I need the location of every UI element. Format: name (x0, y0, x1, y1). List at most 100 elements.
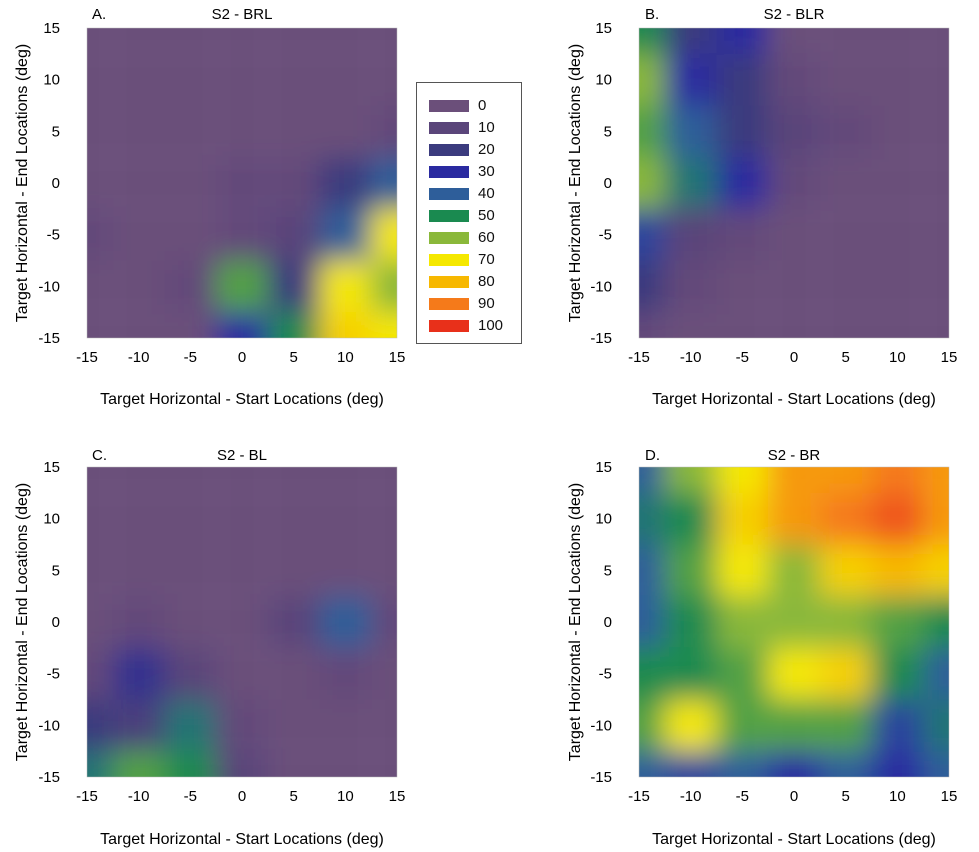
heat-cell (923, 492, 949, 545)
heat-cell (768, 260, 820, 313)
heat-cell (871, 208, 924, 261)
heat-cell (216, 492, 268, 545)
y-tick-label: -15 (38, 330, 60, 347)
heat-cell (87, 544, 113, 597)
legend-label: 40 (478, 185, 495, 202)
heat-cell (319, 596, 372, 648)
x-tick-label: 10 (337, 349, 354, 366)
heat-cell (664, 596, 717, 648)
heat-cell (768, 544, 820, 597)
heat-cell (639, 53, 665, 106)
plot-area-a (86, 27, 398, 339)
heat-cell (768, 647, 820, 700)
legend-label: 60 (478, 229, 495, 246)
heat-cell (923, 53, 949, 106)
legend-swatch (429, 166, 469, 178)
legend-swatch (429, 188, 469, 200)
panel-title-a: S2 - BRL (212, 6, 273, 23)
x-axis-title-b: Target Horizontal - Start Locations (deg… (652, 391, 936, 408)
heat-cell (716, 105, 769, 158)
legend-swatch (429, 298, 469, 310)
heat-cell (664, 28, 717, 54)
panel-title-c: S2 - BL (217, 447, 267, 464)
heat-cell (664, 157, 717, 209)
panel-a: A. S2 - BRL -15 -10 -5 0 5 10 15 151050-5-10-1… (14, 6, 405, 408)
heat-cell (819, 208, 872, 261)
heat-cell (923, 28, 949, 54)
heat-cell (871, 699, 924, 752)
panel-b: B. S2 - BLR -15 -10 -5 0 5 10 15 151050-5-10-1… (567, 6, 957, 408)
y-tick-label: -10 (38, 278, 60, 295)
heat-cell (716, 544, 769, 597)
x-tick-label: -5 (736, 349, 749, 366)
heat-cell (164, 596, 217, 648)
heat-cell (216, 28, 268, 54)
heat-cell (716, 647, 769, 700)
heat-cell (112, 312, 165, 338)
x-tick-label: -10 (680, 788, 702, 805)
heat-cell (923, 312, 949, 338)
heat-cell (267, 751, 320, 777)
y-tick-label: 5 (604, 562, 612, 579)
heat-cell (923, 260, 949, 313)
x-ticks-b: -15 -10 -5 0 5 10 15 (628, 349, 957, 366)
heat-cell (164, 699, 217, 752)
heat-cell (819, 53, 872, 106)
heat-cell (639, 492, 665, 545)
heat-cell (768, 208, 820, 261)
heat-cell (319, 751, 372, 777)
heat-cell (164, 467, 217, 493)
heat-cell (164, 751, 217, 777)
y-axis-title-b: Target Horizontal - End Locations (deg) (567, 44, 584, 322)
legend-swatch (429, 122, 469, 134)
y-tick-label: 10 (595, 72, 612, 89)
heat-cell (371, 647, 397, 700)
heat-cell (216, 699, 268, 752)
heat-cell (923, 544, 949, 597)
x-tick-label: 5 (841, 349, 849, 366)
heat-cell (371, 467, 397, 493)
heat-cell (819, 647, 872, 700)
y-ticks-b: 15 10 5 0 -5 -10 -15 (590, 20, 612, 347)
heat-cell (87, 260, 113, 313)
legend-swatch (429, 210, 469, 222)
panel-title-b: S2 - BLR (764, 6, 825, 23)
heat-cell (164, 544, 217, 597)
heat-cell (112, 596, 165, 648)
y-tick-label: 0 (52, 175, 60, 192)
heat-cell (371, 751, 397, 777)
heat-cell (319, 544, 372, 597)
heat-cell (216, 312, 268, 338)
color-legend: 0 10 20 30 40 50 60 70 80 90 100 (416, 82, 522, 344)
y-tick-label: 10 (595, 511, 612, 528)
heat-cell (371, 105, 397, 158)
heat-cell (87, 53, 113, 106)
heat-cell (716, 260, 769, 313)
y-axis-title-d: Target Horizontal - End Locations (deg) (567, 483, 584, 761)
heat-cell (319, 647, 372, 700)
x-tick-label: -5 (736, 788, 749, 805)
heat-cell (112, 492, 165, 545)
y-tick-label: -5 (47, 666, 60, 683)
y-tick-label: -15 (590, 330, 612, 347)
x-axis-title-c: Target Horizontal - Start Locations (deg… (100, 831, 384, 848)
y-tick-label: -15 (590, 769, 612, 786)
heat-cell (371, 492, 397, 545)
heat-cell (319, 260, 372, 313)
x-ticks-d: -15 -10 -5 0 5 10 15 (628, 788, 957, 805)
heatmap-b (639, 28, 949, 338)
y-tick-label: 5 (52, 123, 60, 140)
heat-cell (319, 105, 372, 158)
heat-cell (819, 544, 872, 597)
x-tick-label: -15 (76, 349, 98, 366)
heat-cell (112, 647, 165, 700)
heat-cell (87, 312, 113, 338)
heat-cell (87, 492, 113, 545)
heat-cell (371, 28, 397, 54)
heat-cell (819, 596, 872, 648)
heat-cell (871, 53, 924, 106)
y-tick-label: 15 (595, 20, 612, 37)
heat-cell (768, 312, 820, 338)
y-tick-label: 10 (43, 511, 60, 528)
